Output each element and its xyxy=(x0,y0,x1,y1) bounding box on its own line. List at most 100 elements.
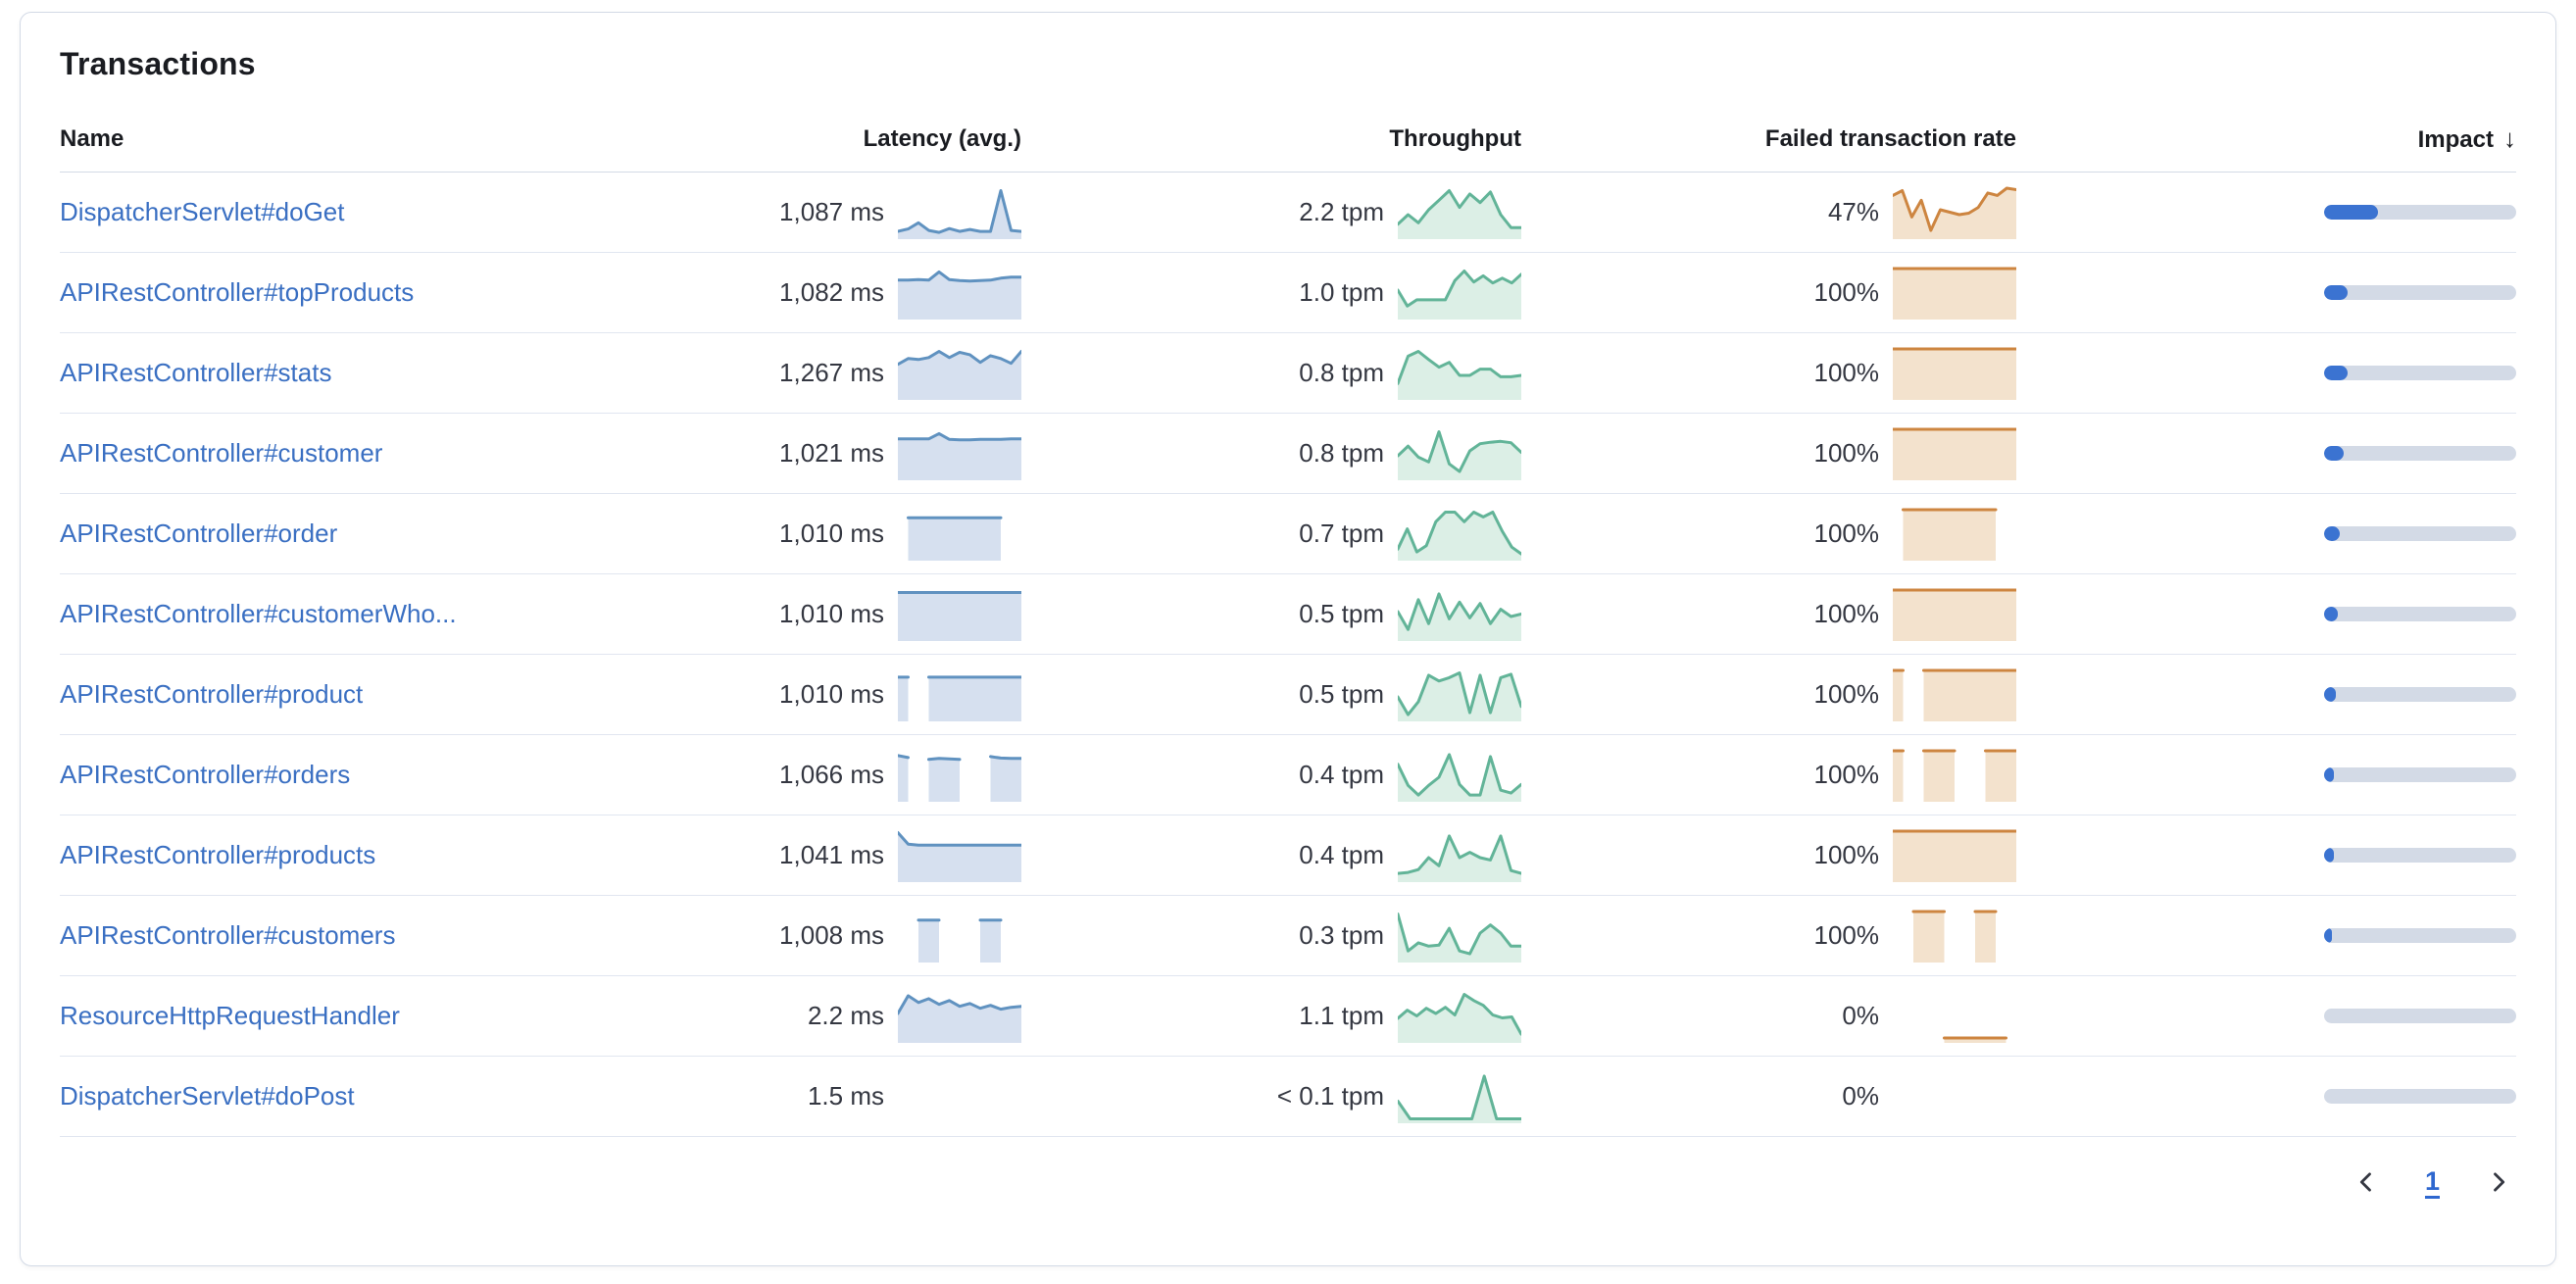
latency-value: 1,066 ms xyxy=(779,760,884,789)
failed-rate-value-cell: 100% xyxy=(1521,910,2016,963)
transaction-name-cell: APIRestController#customer xyxy=(60,438,472,469)
latency-value: 1,041 ms xyxy=(779,840,884,869)
transaction-link[interactable]: DispatcherServlet#doPost xyxy=(60,1081,355,1111)
impact-bar-track xyxy=(2324,205,2516,220)
latency-value: 1,010 ms xyxy=(779,599,884,628)
throughput-value: 0.4 tpm xyxy=(1299,760,1384,789)
impact-bar-fill xyxy=(2324,526,2340,541)
latency-sparkline xyxy=(898,590,1021,641)
transaction-name-cell: APIRestController#product xyxy=(60,679,472,710)
impact-bar-track xyxy=(2324,366,2516,380)
transaction-link[interactable]: APIRestController#customer xyxy=(60,438,383,468)
latency-value-cell: 2.2 ms xyxy=(472,990,1021,1043)
latency-value: 1,087 ms xyxy=(779,197,884,226)
impact-bar-track xyxy=(2324,848,2516,863)
throughput-value: 2.2 tpm xyxy=(1299,197,1384,226)
pagination: 1 xyxy=(60,1166,2516,1197)
impact-cell xyxy=(2016,848,2516,863)
failed-rate-sparkline xyxy=(1893,1070,2016,1123)
latency-sparkline xyxy=(898,753,1021,802)
latency-sparkline xyxy=(898,188,1021,239)
throughput-sparkline xyxy=(1398,269,1521,320)
impact-bar-fill xyxy=(2324,928,2332,943)
failed-rate-value-cell: 100% xyxy=(1521,829,2016,882)
column-header-name[interactable]: Name xyxy=(60,124,124,152)
throughput-value: 0.4 tpm xyxy=(1299,840,1384,869)
failed-rate-value: 100% xyxy=(1813,599,1880,628)
latency-sparkline xyxy=(898,830,1021,882)
transaction-link[interactable]: APIRestController#customers xyxy=(60,920,396,950)
throughput-value: 1.1 tpm xyxy=(1299,1001,1384,1030)
latency-sparkline xyxy=(898,270,1021,320)
previous-page-button[interactable] xyxy=(2353,1168,2380,1196)
failed-rate-sparkline xyxy=(1893,347,2016,400)
impact-cell xyxy=(2016,1089,2516,1104)
table-row: APIRestController#customers 1,008 ms 0.3 t… xyxy=(60,896,2516,976)
chevron-left-icon xyxy=(2359,1171,2371,1192)
throughput-sparkline xyxy=(1398,833,1521,882)
throughput-value-cell: 0.7 tpm xyxy=(1021,508,1521,561)
latency-value: 1,010 ms xyxy=(779,679,884,709)
failed-rate-sparkline xyxy=(1893,588,2016,641)
latency-sparkline xyxy=(907,516,1003,561)
transaction-link[interactable]: APIRestController#product xyxy=(60,679,364,709)
latency-sparkline xyxy=(898,674,1021,721)
table-row: ResourceHttpRequestHandler 2.2 ms 1.1 tpm 0… xyxy=(60,976,2516,1057)
failed-rate-sparkline xyxy=(1893,829,2016,882)
page-number-1[interactable]: 1 xyxy=(2424,1166,2440,1196)
transaction-link[interactable]: APIRestController#products xyxy=(60,840,376,869)
impact-bar-track xyxy=(2324,285,2516,300)
failed-rate-value: 100% xyxy=(1813,358,1880,387)
throughput-sparkline xyxy=(1398,510,1521,561)
failed-rate-value-cell: 0% xyxy=(1521,990,2016,1043)
impact-bar-track xyxy=(2324,526,2516,541)
transaction-link[interactable]: DispatcherServlet#doGet xyxy=(60,197,345,226)
throughput-sparkline xyxy=(1398,1073,1521,1123)
transaction-link[interactable]: APIRestController#order xyxy=(60,519,338,548)
latency-value: 1,267 ms xyxy=(779,358,884,387)
impact-bar-track xyxy=(2324,767,2516,782)
throughput-value: 1.0 tpm xyxy=(1299,277,1384,307)
impact-bar-track xyxy=(2324,687,2516,702)
transaction-link[interactable]: ResourceHttpRequestHandler xyxy=(60,1001,400,1030)
throughput-value-cell: 0.4 tpm xyxy=(1021,829,1521,882)
failed-rate-sparkline xyxy=(1893,267,2016,320)
throughput-sparkline xyxy=(1398,591,1521,641)
throughput-value-cell: 1.1 tpm xyxy=(1021,990,1521,1043)
next-page-button[interactable] xyxy=(2485,1168,2512,1196)
chevron-right-icon xyxy=(2494,1171,2505,1192)
latency-sparkline xyxy=(898,349,1021,400)
failed-rate-value: 0% xyxy=(1842,1001,1879,1030)
impact-cell xyxy=(2016,205,2516,220)
impact-cell xyxy=(2016,767,2516,782)
impact-bar-track xyxy=(2324,1009,2516,1023)
failed-rate-value: 100% xyxy=(1813,840,1880,869)
failed-rate-sparkline xyxy=(1893,427,2016,480)
throughput-value-cell: 0.4 tpm xyxy=(1021,749,1521,802)
table-row: DispatcherServlet#doGet 1,087 ms 2.2 tpm 47… xyxy=(60,173,2516,253)
table-row: APIRestController#orders 1,066 ms 0.4 tpm 1… xyxy=(60,735,2516,815)
throughput-value-cell: 1.0 tpm xyxy=(1021,267,1521,320)
failed-rate-value: 100% xyxy=(1813,920,1880,950)
impact-cell xyxy=(2016,687,2516,702)
throughput-value-cell: 0.8 tpm xyxy=(1021,347,1521,400)
column-header-impact[interactable]: Impact ↓ xyxy=(2016,123,2516,154)
table-row: APIRestController#product 1,010 ms 0.5 tpm… xyxy=(60,655,2516,735)
column-header-failed-rate[interactable]: Failed transaction rate xyxy=(1764,124,2016,152)
column-header-latency[interactable]: Latency (avg.) xyxy=(863,124,1021,152)
panel-title: Transactions xyxy=(60,46,256,81)
failed-rate-value: 100% xyxy=(1813,519,1880,548)
failed-rate-sparkline xyxy=(1893,668,2016,721)
latency-value-cell: 1,066 ms xyxy=(472,749,1021,802)
latency-value-cell: 1,010 ms xyxy=(472,508,1021,561)
impact-bar-track xyxy=(2324,928,2516,943)
transaction-link[interactable]: APIRestController#topProducts xyxy=(60,277,415,307)
column-header-throughput[interactable]: Throughput xyxy=(1389,124,1521,152)
throughput-sparkline xyxy=(1398,912,1521,963)
transaction-link[interactable]: APIRestController#stats xyxy=(60,358,332,387)
transaction-name-cell: APIRestController#customerWho... xyxy=(60,599,472,629)
impact-cell xyxy=(2016,526,2516,541)
transaction-link[interactable]: APIRestController#customerWho... xyxy=(60,599,457,628)
transaction-link[interactable]: APIRestController#orders xyxy=(60,760,351,789)
latency-sparkline xyxy=(916,917,1003,963)
